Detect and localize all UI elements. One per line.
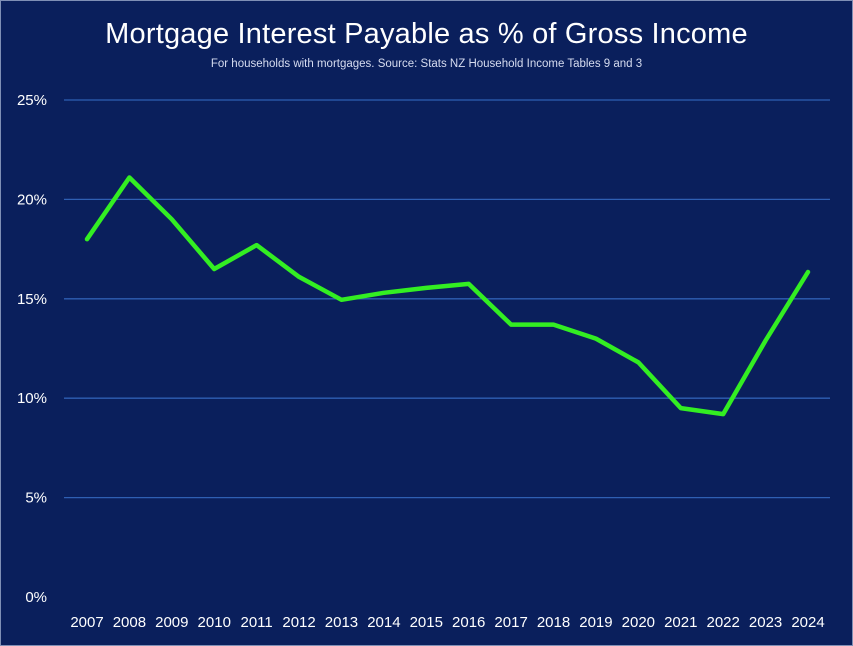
y-tick-label: 0% xyxy=(25,589,47,606)
x-tick-label: 2008 xyxy=(113,614,146,631)
series-line xyxy=(84,175,811,417)
x-tick-label: 2019 xyxy=(579,614,612,631)
x-tick-label: 2018 xyxy=(537,614,570,631)
x-tick-label: 2012 xyxy=(282,614,315,631)
x-tick-label: 2022 xyxy=(706,614,739,631)
x-axis-ticks: 2007 2008 2009 2010 2011 2012 2013 2014 2015 2016… xyxy=(70,614,824,631)
y-tick-label: 25% xyxy=(17,92,47,109)
x-tick-label: 2014 xyxy=(367,614,400,631)
x-tick-label: 2023 xyxy=(749,614,782,631)
x-tick-label: 2010 xyxy=(198,614,231,631)
y-tick-label: 20% xyxy=(17,191,47,208)
x-tick-label: 2009 xyxy=(155,614,188,631)
series-group xyxy=(84,175,811,417)
y-tick-label: 5% xyxy=(25,490,47,507)
y-tick-label: 15% xyxy=(17,291,47,308)
x-tick-label: 2013 xyxy=(325,614,358,631)
x-tick-label: 2021 xyxy=(664,614,697,631)
y-axis-ticks: 0% 5% 10% 15% 20% 25% xyxy=(17,92,47,606)
chart-subtitle: For households with mortgages. Source: S… xyxy=(210,58,643,70)
x-tick-label: 2015 xyxy=(410,614,443,631)
x-tick-label: 2020 xyxy=(622,614,655,631)
chart-title: Mortgage Interest Payable as % of Gross … xyxy=(105,18,748,50)
x-tick-label: 2016 xyxy=(452,614,485,631)
x-tick-label: 2011 xyxy=(241,614,273,631)
x-tick-label: 2007 xyxy=(70,614,103,631)
x-tick-label: 2024 xyxy=(791,614,824,631)
gridlines xyxy=(64,99,830,499)
y-tick-label: 10% xyxy=(17,390,47,407)
x-tick-label: 2017 xyxy=(494,614,527,631)
